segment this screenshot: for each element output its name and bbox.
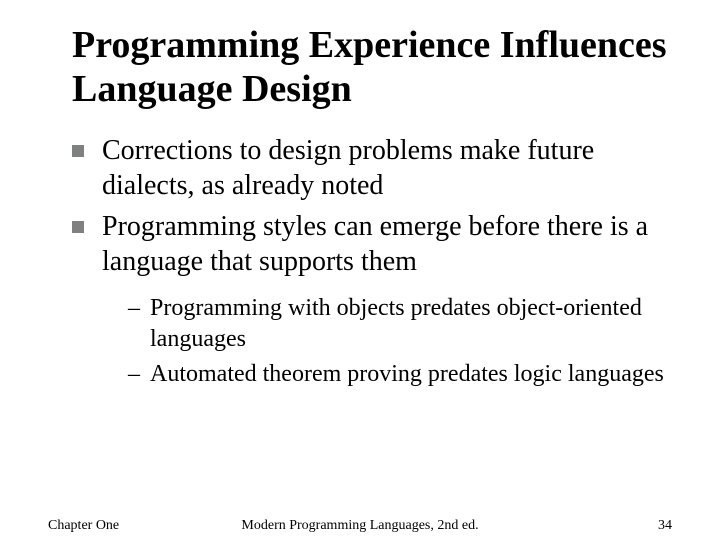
- list-item: Programming styles can emerge before the…: [72, 209, 672, 279]
- slide: Programming Experience Influences Langua…: [0, 0, 720, 540]
- footer-page-number: 34: [658, 518, 672, 534]
- bullet-text: Corrections to design problems make futu…: [102, 135, 594, 201]
- bullet-list-level1: Corrections to design problems make futu…: [72, 133, 672, 279]
- bullet-text: Programming styles can emerge before the…: [102, 211, 648, 277]
- footer-book-title: Modern Programming Languages, 2nd ed.: [0, 518, 720, 534]
- bullet-text: Programming with objects predates object…: [150, 295, 642, 352]
- bullet-list-level2: Programming with objects predates object…: [128, 293, 672, 389]
- list-item: Automated theorem proving predates logic…: [128, 359, 672, 390]
- slide-title: Programming Experience Influences Langua…: [72, 24, 672, 111]
- bullet-text: Automated theorem proving predates logic…: [150, 361, 664, 387]
- list-item: Corrections to design problems make futu…: [72, 133, 672, 203]
- list-item: Programming with objects predates object…: [128, 293, 672, 354]
